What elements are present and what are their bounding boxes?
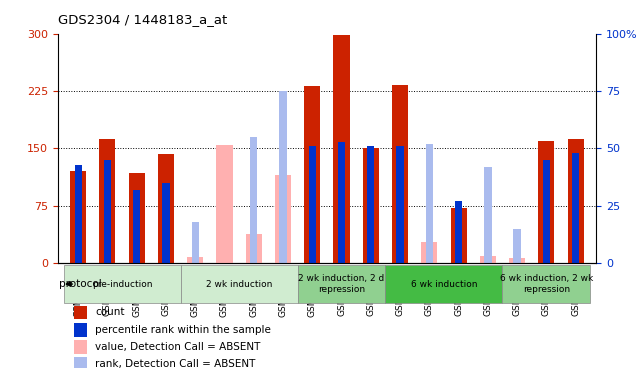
Text: 6 wk induction: 6 wk induction — [411, 280, 477, 289]
Bar — [503, 265, 590, 303]
Text: pre-induction: pre-induction — [92, 280, 153, 289]
Bar — [543, 160, 550, 263]
Bar — [74, 340, 87, 354]
Bar — [572, 153, 579, 263]
Bar — [74, 323, 87, 337]
Bar — [250, 137, 258, 263]
Bar — [304, 86, 320, 263]
Bar — [385, 265, 503, 303]
Bar — [392, 85, 408, 263]
Bar — [513, 229, 520, 263]
Bar — [363, 148, 379, 263]
Bar — [396, 146, 404, 263]
Bar — [455, 201, 462, 263]
Bar — [133, 190, 140, 263]
Text: percentile rank within the sample: percentile rank within the sample — [96, 325, 271, 335]
Bar — [217, 145, 233, 263]
Bar — [158, 154, 174, 263]
Bar — [74, 357, 87, 370]
Bar — [104, 160, 111, 263]
Bar — [509, 258, 525, 263]
Text: count: count — [96, 308, 125, 317]
Bar — [74, 165, 82, 263]
Bar — [129, 173, 145, 263]
Bar — [279, 91, 287, 263]
Text: 6 wk induction, 2 wk
repression: 6 wk induction, 2 wk repression — [500, 274, 593, 294]
Bar — [181, 265, 297, 303]
Bar — [99, 138, 115, 263]
Bar — [74, 306, 87, 320]
Text: protocol: protocol — [59, 279, 102, 289]
Bar — [421, 242, 437, 263]
Bar — [192, 222, 199, 263]
Bar — [484, 167, 492, 263]
Text: rank, Detection Call = ABSENT: rank, Detection Call = ABSENT — [96, 359, 256, 369]
Bar — [567, 138, 584, 263]
Bar — [63, 265, 181, 303]
Bar — [333, 35, 349, 263]
Bar — [70, 171, 87, 263]
Bar — [162, 183, 170, 263]
Bar — [297, 265, 385, 303]
Bar — [187, 257, 203, 263]
Bar — [275, 175, 291, 263]
Bar — [246, 234, 262, 263]
Bar — [480, 255, 496, 263]
Bar — [338, 142, 345, 263]
Bar — [367, 146, 374, 263]
Bar — [538, 141, 554, 263]
Bar — [426, 144, 433, 263]
Text: 2 wk induction, 2 d
repression: 2 wk induction, 2 d repression — [299, 274, 385, 294]
Text: 2 wk induction: 2 wk induction — [206, 280, 272, 289]
Bar — [308, 146, 316, 263]
Bar — [451, 208, 467, 263]
Text: value, Detection Call = ABSENT: value, Detection Call = ABSENT — [96, 342, 261, 352]
Text: GDS2304 / 1448183_a_at: GDS2304 / 1448183_a_at — [58, 13, 227, 26]
